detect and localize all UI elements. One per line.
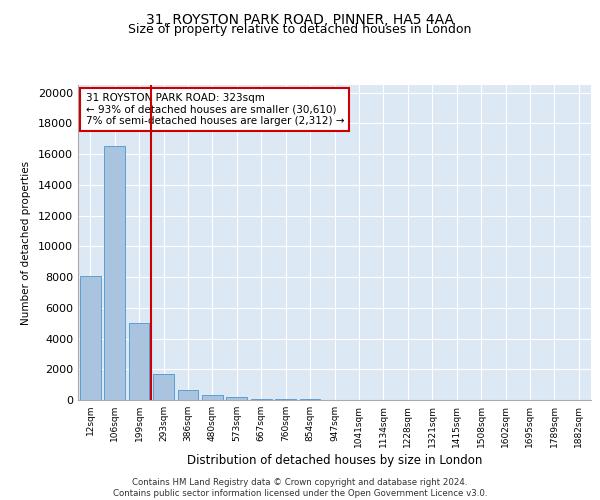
Bar xyxy=(202,394,223,400)
Text: Contains HM Land Registry data © Crown copyright and database right 2024.
Contai: Contains HM Land Registry data © Crown c… xyxy=(113,478,487,498)
Bar xyxy=(178,390,199,400)
Bar xyxy=(275,399,296,400)
Bar xyxy=(226,397,247,400)
Bar xyxy=(104,146,125,400)
Bar xyxy=(128,323,149,400)
Y-axis label: Number of detached properties: Number of detached properties xyxy=(21,160,31,324)
Bar xyxy=(251,398,272,400)
Bar xyxy=(80,276,101,400)
Text: Size of property relative to detached houses in London: Size of property relative to detached ho… xyxy=(128,22,472,36)
X-axis label: Distribution of detached houses by size in London: Distribution of detached houses by size … xyxy=(187,454,482,467)
Text: 31, ROYSTON PARK ROAD, PINNER, HA5 4AA: 31, ROYSTON PARK ROAD, PINNER, HA5 4AA xyxy=(146,12,454,26)
Bar xyxy=(153,374,174,400)
Text: 31 ROYSTON PARK ROAD: 323sqm
← 93% of detached houses are smaller (30,610)
7% of: 31 ROYSTON PARK ROAD: 323sqm ← 93% of de… xyxy=(86,93,344,126)
